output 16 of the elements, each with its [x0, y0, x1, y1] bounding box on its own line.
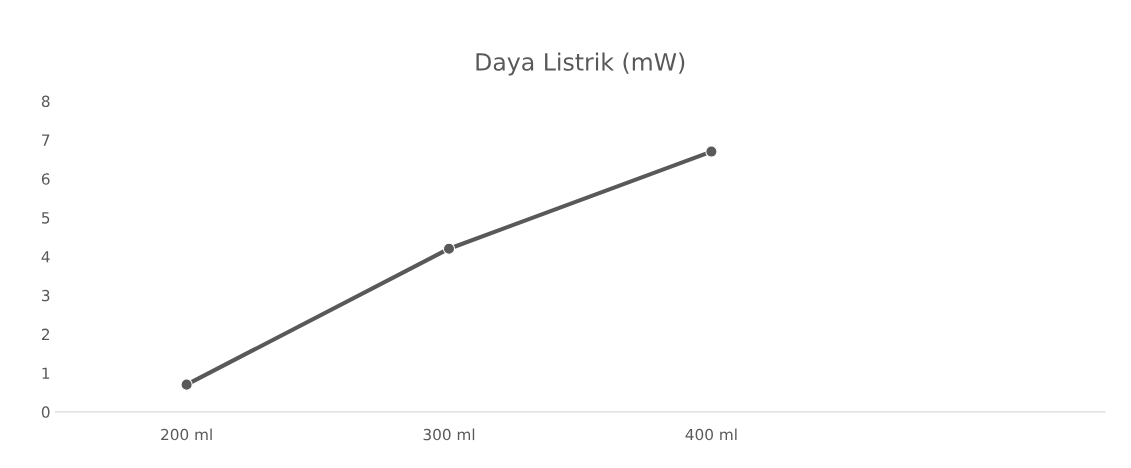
y-tick-label: 4: [41, 251, 50, 263]
point: [705, 145, 718, 158]
y-tick-label: 2: [41, 328, 50, 340]
x-tick-label: 300 ml: [423, 428, 475, 441]
y-tick-label: 0: [41, 406, 50, 418]
x-tick-label: 200 ml: [161, 428, 212, 441]
y-tick-label: 3: [42, 289, 50, 302]
chart-title: Daya Listrik (mW): [476, 52, 685, 76]
y-tick-label: 5: [42, 212, 50, 224]
y-tick-label: 7: [42, 134, 50, 146]
y-tick-label: 8: [41, 95, 50, 108]
point: [442, 242, 456, 255]
point: [180, 378, 193, 391]
x-tick-label: 400 ml: [685, 428, 737, 441]
y-tick-label: 6: [41, 173, 50, 185]
y-tick-label: 1: [42, 367, 50, 379]
